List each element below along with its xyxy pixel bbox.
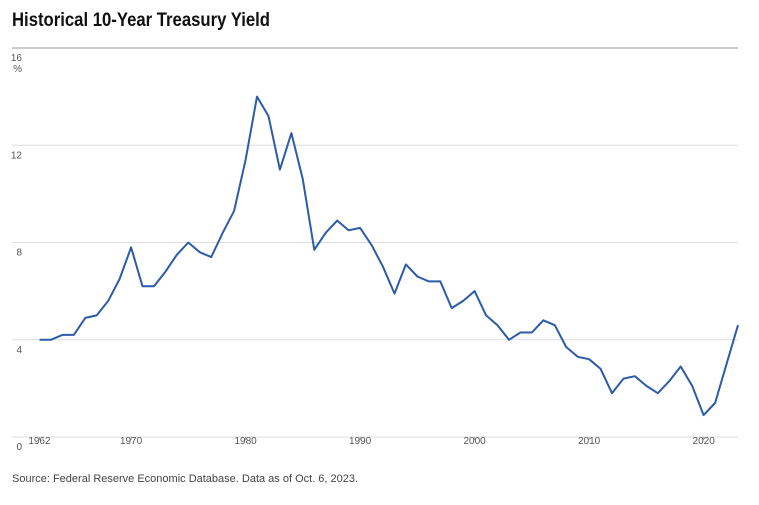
x-tick-label: 2010 [578,436,601,447]
chart-title: Historical 10-Year Treasury Yield [12,10,270,31]
source-note: Source: Federal Reserve Economic Databas… [12,473,358,485]
yield-line [39,95,739,417]
y-unit-label: % [13,64,22,75]
y-tick-label: 8 [16,248,22,259]
x-tick-label: 1962 [28,436,51,447]
x-tick-label: 1990 [349,436,372,447]
y-tick-label: 12 [11,150,23,161]
x-tick-label: 1980 [234,436,257,447]
x-tick-label: 2000 [463,436,486,447]
y-tick-label: 4 [16,345,22,356]
x-tick-label: 2020 [693,436,716,447]
y-tick-label: 16 [11,53,23,64]
y-tick-label: 0 [16,442,22,453]
x-tick-label: 1970 [120,436,143,447]
